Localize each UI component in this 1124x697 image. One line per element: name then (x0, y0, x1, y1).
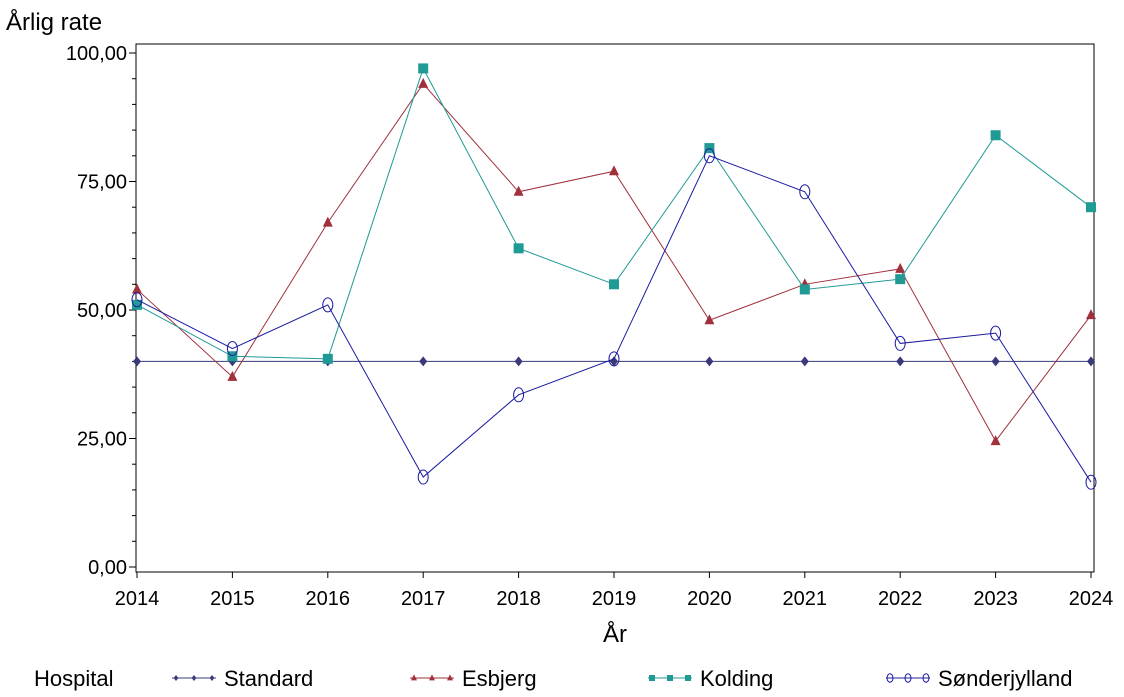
y-tick-label: 0,00 (88, 557, 127, 579)
triangle-marker (513, 185, 524, 196)
x-tick-label: 2024 (1069, 588, 1114, 610)
square-marker (132, 299, 142, 310)
diamond-marker (209, 675, 215, 681)
diamond-marker (1087, 356, 1095, 367)
diamond-marker (514, 356, 523, 367)
square-marker (667, 675, 673, 681)
circle-marker (1085, 474, 1097, 490)
y-tick-label: 75,00 (77, 172, 127, 194)
series-esbjerg (132, 77, 1096, 446)
x-axis-title: År (603, 620, 627, 648)
square-marker (322, 353, 333, 364)
diamond-marker (173, 675, 179, 681)
circle-marker (904, 673, 912, 683)
circle-marker (417, 469, 429, 485)
triangle-marker (609, 165, 619, 176)
x-tick-label: 2016 (306, 588, 351, 610)
y-tick-label: 50,00 (77, 300, 127, 322)
series-kolding (132, 63, 1096, 364)
legend-label: Standard (224, 666, 313, 691)
circle-marker (131, 292, 143, 308)
square-marker (704, 143, 715, 154)
circle-marker (322, 297, 334, 313)
circle-marker (608, 351, 620, 367)
diamond-marker (991, 356, 1000, 367)
legend-item: Sønderjylland (886, 666, 1073, 691)
circle-marker (799, 184, 811, 200)
diamond-marker (705, 356, 714, 367)
square-marker (990, 130, 1001, 141)
circle-marker (703, 148, 715, 164)
x-tick-label: 2020 (687, 588, 732, 610)
series-standard (133, 356, 1095, 367)
x-tick-label: 2014 (115, 588, 160, 610)
legend-label: Sønderjylland (938, 666, 1073, 691)
x-axis: 2014 2015 2016 2017 2018 2019 2020 2021 2022 2023… (115, 572, 1114, 610)
series-line (136, 155, 1092, 483)
triangle-marker (322, 216, 333, 227)
legend-label: Kolding (700, 666, 773, 691)
circle-marker (894, 335, 906, 351)
legend-item: Kolding (648, 666, 773, 691)
square-marker (609, 279, 619, 290)
legend-item: Standard (172, 666, 313, 691)
triangle-marker (411, 674, 417, 681)
series-s-nderjylland (131, 148, 1097, 490)
y-tick-label: 25,00 (77, 429, 127, 451)
x-tick-label: 2018 (496, 588, 541, 610)
diamond-marker (800, 356, 809, 367)
triangle-marker (1086, 309, 1096, 320)
circle-marker (922, 673, 930, 683)
diamond-marker (896, 356, 905, 367)
diamond-marker (133, 356, 141, 367)
square-marker (895, 274, 906, 285)
y-axis: 0,00 25,00 50,00 75,00 100,00 (66, 43, 136, 579)
x-tick-label: 2015 (210, 588, 255, 610)
circle-marker (226, 341, 238, 357)
x-tick-label: 2022 (878, 588, 923, 610)
x-tick-label: 2019 (592, 588, 637, 610)
triangle-marker (990, 435, 1001, 446)
y-tick-label: 100,00 (66, 43, 127, 65)
square-marker (685, 675, 691, 681)
x-tick-label: 2017 (401, 588, 446, 610)
diamond-marker (191, 675, 197, 681)
square-marker (418, 63, 429, 74)
circle-marker (990, 325, 1002, 341)
diamond-marker (610, 356, 618, 367)
triangle-marker (447, 674, 453, 681)
series-layer (131, 63, 1097, 490)
triangle-marker (418, 77, 429, 88)
triangle-marker (429, 674, 435, 681)
triangle-marker (132, 283, 142, 294)
triangle-marker (895, 262, 906, 273)
series-line (136, 67, 1092, 360)
legend-title: Hospital (34, 666, 113, 691)
y-axis-title: Årlig rate (6, 8, 102, 36)
square-marker (649, 675, 655, 681)
x-tick-label: 2023 (973, 588, 1018, 610)
square-marker (1086, 202, 1096, 213)
triangle-marker (227, 370, 238, 381)
circle-marker (886, 673, 894, 683)
square-marker (227, 351, 238, 362)
legend-label: Esbjerg (462, 666, 537, 691)
square-marker (513, 243, 524, 254)
circle-marker (513, 387, 525, 403)
series-line (136, 83, 1092, 442)
square-marker (799, 284, 810, 295)
legend: Standard Esbjerg Kolding Sønderjylland (172, 666, 1073, 691)
plot-area (135, 43, 1095, 573)
x-tick-label: 2021 (783, 588, 828, 610)
diamond-marker (419, 356, 428, 367)
triangle-marker (704, 314, 715, 325)
legend-item: Esbjerg (410, 666, 537, 691)
